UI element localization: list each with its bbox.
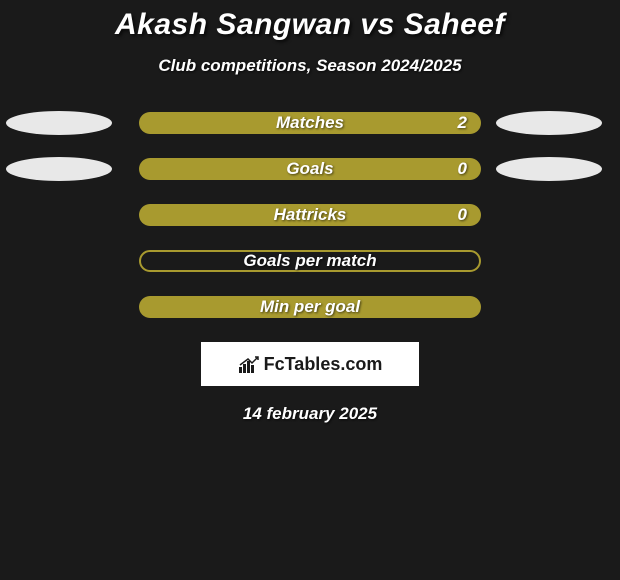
stat-row: Matches 2 bbox=[0, 112, 620, 134]
left-ellipse bbox=[6, 111, 112, 135]
page-subtitle: Club competitions, Season 2024/2025 bbox=[0, 56, 620, 76]
stat-value: 0 bbox=[458, 159, 467, 179]
logo-text: FcTables.com bbox=[264, 354, 383, 375]
stat-row: Hattricks 0 bbox=[0, 204, 620, 226]
right-ellipse bbox=[496, 157, 602, 181]
stat-label: Min per goal bbox=[260, 297, 360, 317]
page-title: Akash Sangwan vs Saheef bbox=[0, 8, 620, 42]
stats-area: Matches 2 Goals 0 Hattricks 0 Goals per match M… bbox=[0, 112, 620, 318]
left-ellipse bbox=[6, 157, 112, 181]
chart-icon bbox=[238, 355, 260, 373]
stat-bar: Hattricks 0 bbox=[139, 204, 481, 226]
stat-row: Goals 0 bbox=[0, 158, 620, 180]
stat-bar: Goals 0 bbox=[139, 158, 481, 180]
stat-row: Min per goal bbox=[0, 296, 620, 318]
main-container: Akash Sangwan vs Saheef Club competition… bbox=[0, 0, 620, 580]
logo-box: FcTables.com bbox=[201, 342, 419, 386]
stat-bar: Goals per match bbox=[139, 250, 481, 272]
date-text: 14 february 2025 bbox=[0, 404, 620, 424]
right-ellipse bbox=[496, 111, 602, 135]
stat-label: Goals bbox=[286, 159, 333, 179]
stat-value: 0 bbox=[458, 205, 467, 225]
stat-bar: Min per goal bbox=[139, 296, 481, 318]
stat-label: Goals per match bbox=[243, 251, 376, 271]
stat-value: 2 bbox=[458, 113, 467, 133]
stat-bar: Matches 2 bbox=[139, 112, 481, 134]
stat-label: Hattricks bbox=[274, 205, 347, 225]
stat-label: Matches bbox=[276, 113, 344, 133]
stat-row: Goals per match bbox=[0, 250, 620, 272]
